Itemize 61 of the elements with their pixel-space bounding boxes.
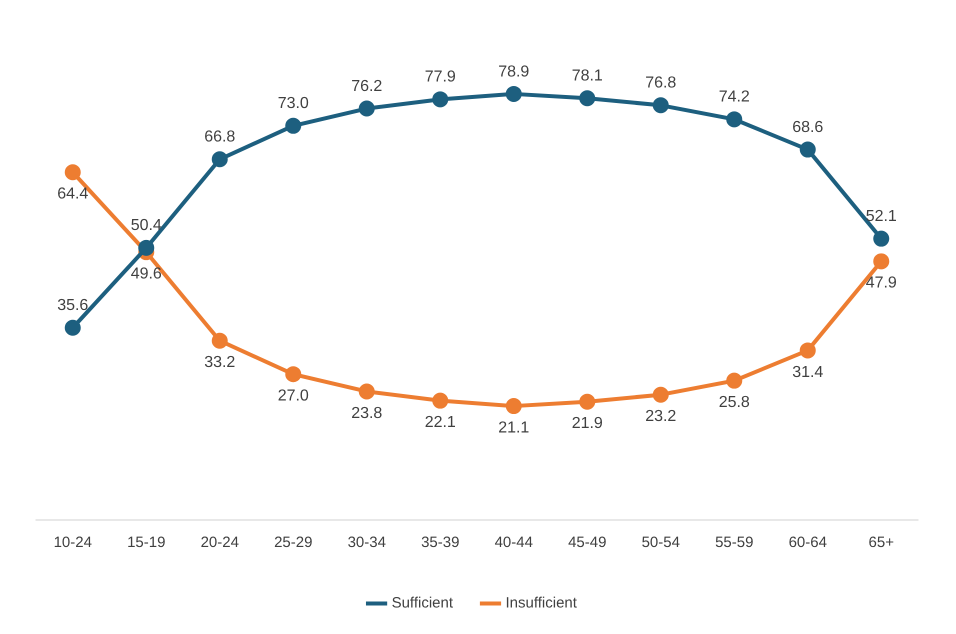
point (358, 383, 375, 400)
data-label: 47.9 (866, 274, 897, 292)
x-tick-label: 60-64 (788, 534, 827, 552)
point (358, 100, 375, 117)
x-tick-label: 30-34 (348, 534, 386, 552)
point (64, 164, 81, 180)
data-label: 68.6 (792, 118, 824, 136)
data-label: 21.1 (498, 419, 530, 436)
data-label: 77.9 (424, 68, 456, 86)
point (873, 230, 890, 247)
point (873, 253, 890, 270)
data-label: 33.2 (204, 354, 236, 372)
data-label: 66.8 (204, 128, 236, 146)
data-label: 76.8 (645, 74, 676, 92)
point (432, 392, 448, 409)
data-label: 78.9 (498, 63, 530, 80)
point (64, 320, 81, 336)
point (652, 386, 669, 403)
x-tick-label: 15-19 (127, 534, 166, 552)
point (800, 342, 816, 358)
point (579, 394, 596, 410)
point (285, 118, 302, 134)
point (506, 398, 522, 414)
point (432, 91, 448, 108)
x-tick-label: 20-24 (200, 534, 239, 552)
data-label: 50.4 (130, 217, 162, 234)
x-tick-label: 25-29 (274, 534, 312, 552)
x-tick-label: 45-49 (568, 534, 606, 552)
data-label: 78.1 (572, 68, 603, 85)
x-tick-label: 55-59 (715, 534, 754, 552)
point (212, 151, 228, 168)
data-label: 49.6 (130, 266, 162, 283)
data-label: 22.1 (424, 414, 456, 432)
x-tick-label: 10-24 (54, 534, 92, 552)
x-tick-label: 40-44 (494, 534, 533, 552)
point (800, 142, 816, 158)
point (506, 86, 522, 102)
data-label: 52.1 (866, 208, 897, 226)
x-tick-label: 35-39 (421, 534, 460, 552)
x-tick-label: 65+ (868, 534, 894, 552)
data-label: 73.0 (278, 95, 309, 112)
data-label: 31.4 (792, 364, 824, 381)
data-label: 25.8 (718, 394, 750, 412)
point (212, 332, 228, 349)
x-tick-label: 50-54 (642, 534, 680, 552)
point (579, 90, 596, 106)
data-label: 21.9 (572, 415, 603, 432)
data-label: 27.0 (278, 388, 309, 405)
legend-label: Sufficient (392, 594, 454, 612)
point (726, 111, 742, 128)
point (138, 240, 154, 256)
data-label: 35.6 (57, 297, 88, 314)
point (726, 372, 742, 389)
data-label: 64.4 (57, 186, 88, 203)
point (652, 97, 669, 114)
legend-label: Insufficient (506, 594, 578, 612)
data-label: 74.2 (718, 88, 750, 106)
data-label: 23.2 (645, 408, 676, 426)
data-label: 76.2 (351, 78, 382, 95)
point (285, 366, 302, 382)
data-label: 23.8 (351, 404, 382, 422)
